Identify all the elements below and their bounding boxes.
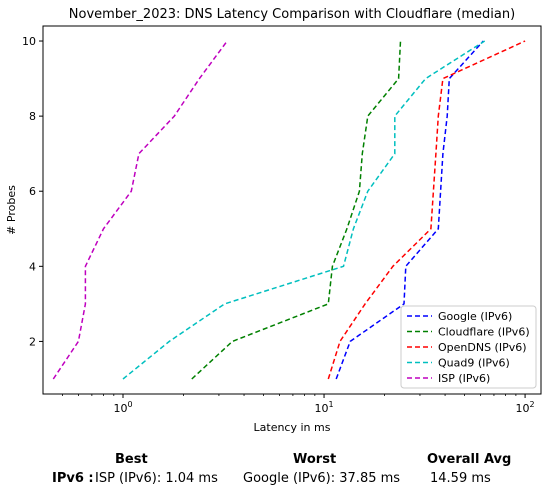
x-tick-label: 100 bbox=[113, 400, 132, 415]
y-tick-label: 4 bbox=[29, 260, 36, 273]
series-line bbox=[327, 40, 526, 380]
y-tick-label: 6 bbox=[29, 185, 36, 198]
best-header: Best bbox=[115, 452, 148, 467]
legend: Google (IPv6) Cloudflare (IPv6) OpenDNS (I… bbox=[400, 305, 537, 389]
x-tick-label: 101 bbox=[314, 400, 333, 415]
plot-frame bbox=[42, 25, 542, 395]
worst-value: Google (IPv6): 37.85 ms bbox=[243, 471, 401, 486]
legend-label: Google (IPv6) bbox=[438, 310, 512, 323]
x-axis-label: Latency in ms bbox=[254, 421, 331, 434]
ipv6-row-label: IPv6 : bbox=[52, 471, 94, 486]
worst-header: Worst bbox=[293, 452, 337, 467]
chart-title: November_2023: DNS Latency Comparison wi… bbox=[69, 7, 515, 22]
legend-label: Cloudflare (IPv6) bbox=[438, 326, 530, 339]
series-line bbox=[335, 40, 484, 380]
x-axis: 100 101 102 bbox=[62, 394, 535, 415]
overall-avg-header: Overall Avg bbox=[427, 452, 512, 467]
series-layer bbox=[52, 40, 526, 380]
legend-box bbox=[400, 305, 537, 389]
latency-chart: November_2023: DNS Latency Comparison wi… bbox=[5, 7, 542, 434]
y-tick-label: 8 bbox=[29, 110, 36, 123]
x-tick-label: 102 bbox=[516, 400, 535, 415]
best-value: ISP (IPv6): 1.04 ms bbox=[95, 471, 218, 486]
series-line bbox=[52, 40, 228, 380]
legend-label: OpenDNS (IPv6) bbox=[438, 341, 527, 354]
overall-avg-value: 14.59 ms bbox=[430, 471, 491, 486]
legend-label: Quad9 (IPv6) bbox=[438, 357, 510, 370]
series-line bbox=[191, 40, 402, 380]
y-axis: 2 4 6 8 10 bbox=[22, 35, 43, 348]
y-tick-label: 2 bbox=[29, 335, 36, 348]
y-axis-label: # Probes bbox=[5, 185, 18, 235]
legend-label: ISP (IPv6) bbox=[438, 372, 490, 385]
y-tick-label: 10 bbox=[22, 35, 36, 48]
